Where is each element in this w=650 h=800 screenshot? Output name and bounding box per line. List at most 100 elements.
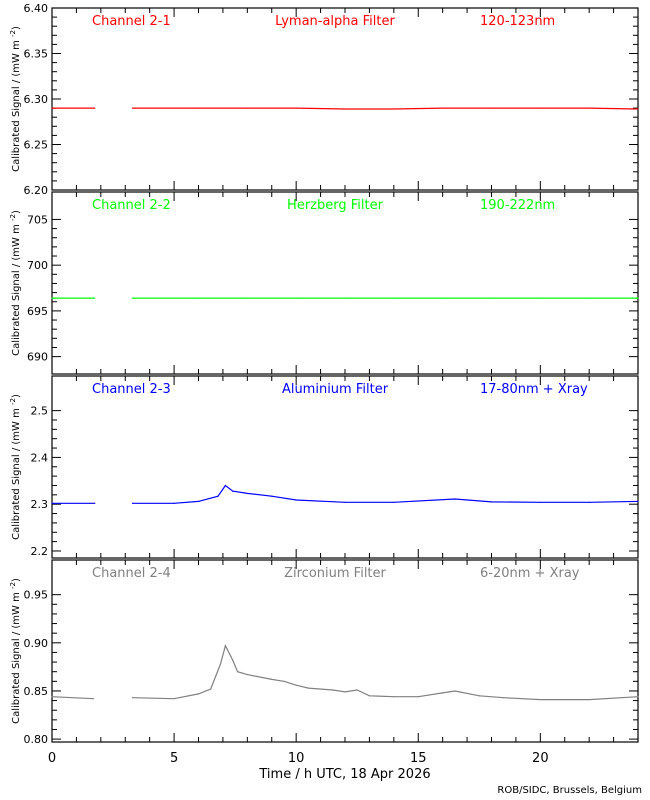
- y-tick-label: 6.40: [24, 2, 49, 15]
- series-line-4: [51, 644, 639, 701]
- data-point: [232, 659, 234, 661]
- data-point: [131, 502, 134, 504]
- y-tick-label: 0.80: [24, 733, 49, 746]
- y-tick-label: 690: [27, 351, 48, 364]
- y-tick-label: 695: [27, 305, 48, 318]
- panel-band: 6-20nm + Xray: [480, 566, 580, 581]
- data-point: [368, 695, 371, 697]
- data-point: [295, 297, 297, 299]
- data-point: [344, 691, 346, 693]
- data-point: [393, 297, 395, 299]
- panel-2: 690 695 700 705 Channel 2-2 Herzberg Filter 19…: [9, 191, 639, 375]
- data-point: [454, 690, 456, 692]
- data-point: [490, 501, 493, 503]
- data-point: [94, 502, 96, 504]
- data-point: [246, 297, 248, 299]
- data-point: [51, 107, 53, 109]
- panel-band: 120-123nm: [480, 14, 555, 29]
- y-tick-label: 6.25: [24, 139, 49, 152]
- data-point: [503, 697, 505, 699]
- data-point: [94, 107, 96, 109]
- panel-channel: Channel 2-4: [92, 566, 171, 581]
- panel-band: 190-222nm: [480, 198, 555, 213]
- plot-frame: [51, 375, 639, 559]
- y-tick-label: 6.20: [24, 184, 49, 197]
- panel-channel: Channel 2-2: [92, 198, 171, 213]
- data-point: [173, 698, 175, 700]
- data-point: [478, 695, 480, 697]
- data-point: [131, 297, 134, 299]
- data-point: [224, 484, 226, 487]
- data-point: [637, 696, 639, 698]
- y-tick-label: 2.2: [31, 545, 49, 558]
- data-point: [94, 297, 96, 299]
- data-point: [246, 492, 248, 495]
- y-tick-label: 0.85: [24, 685, 49, 698]
- data-point: [197, 693, 200, 695]
- data-point: [442, 297, 444, 299]
- data-point: [217, 495, 219, 497]
- panel-filter: Lyman-alpha Filter: [275, 14, 395, 29]
- data-point: [539, 501, 541, 503]
- data-point: [51, 502, 53, 504]
- y-axis-label: Calibrated Signal / (mW m -2): [9, 26, 22, 172]
- data-point: [637, 108, 639, 110]
- data-point: [539, 107, 541, 109]
- y-tick-label: 2.5: [31, 405, 49, 418]
- data-point: [283, 680, 285, 682]
- data-point: [490, 107, 493, 109]
- data-point: [219, 663, 222, 665]
- panel-filter: Zirconium Filter: [284, 566, 386, 581]
- x-axis-label: Time / h UTC, 18 Apr 2026: [258, 767, 430, 782]
- data-point: [51, 297, 53, 299]
- y-tick-label: 0.95: [24, 589, 49, 602]
- data-point: [197, 297, 200, 299]
- series-line-3: [52, 484, 639, 504]
- y-tick-label: 6.30: [24, 93, 49, 106]
- data-point: [393, 501, 395, 503]
- data-point: [295, 684, 297, 686]
- data-point: [356, 689, 358, 691]
- data-point: [295, 107, 297, 109]
- y-tick-label: 6.35: [24, 48, 49, 61]
- data-point: [307, 687, 309, 689]
- plot-frame: [51, 559, 639, 743]
- data-point: [393, 696, 395, 698]
- data-point: [588, 297, 590, 299]
- data-point: [490, 297, 493, 299]
- panel-band: 17-80nm + Xray: [480, 382, 588, 397]
- data-point: [588, 501, 590, 503]
- data-point: [131, 107, 134, 109]
- data-point: [271, 495, 273, 497]
- panel-4: 0.80 0.85 0.90 0.95 Channel 2-4 Zirconium Fil…: [9, 559, 639, 746]
- data-point: [236, 671, 239, 673]
- data-point: [232, 490, 234, 492]
- panel-1: 6.20 6.25 6.30 6.35 6.40 Channel 2-1 Lyman-alp…: [9, 2, 639, 197]
- y-tick-label: 705: [27, 213, 48, 226]
- data-point: [92, 698, 95, 700]
- x-tick-label: 5: [170, 751, 178, 766]
- data-point: [588, 699, 590, 701]
- x-tick-label: 15: [410, 751, 427, 766]
- plot-frame: [51, 191, 639, 375]
- plot-frame: [51, 7, 639, 191]
- x-tick-label: 20: [532, 751, 549, 766]
- y-tick-label: 0.90: [24, 637, 49, 650]
- data-point: [173, 502, 175, 504]
- data-point: [271, 678, 273, 681]
- panel-filter: Herzberg Filter: [287, 198, 384, 213]
- data-point: [51, 696, 53, 698]
- data-point: [246, 107, 248, 109]
- data-point: [637, 297, 639, 299]
- data-point: [588, 107, 590, 109]
- data-point: [197, 107, 200, 109]
- panel-channel: Channel 2-3: [92, 382, 171, 397]
- data-point: [539, 297, 541, 299]
- panel-filter: Aluminium Filter: [282, 382, 389, 397]
- data-point: [637, 500, 639, 502]
- y-tick-label: 2.4: [31, 451, 49, 464]
- data-point: [246, 673, 248, 676]
- data-point: [344, 297, 346, 299]
- data-point: [393, 108, 395, 110]
- x-tick-label: 10: [288, 751, 305, 766]
